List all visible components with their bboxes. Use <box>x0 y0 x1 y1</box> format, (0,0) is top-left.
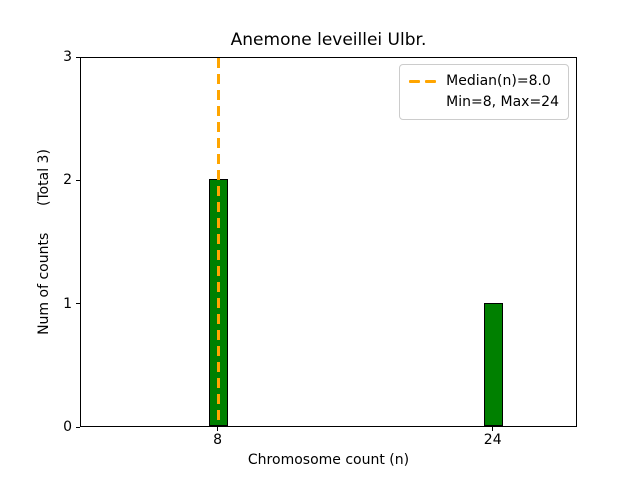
legend: Median(n)=8.0 Min=8, Max=24 <box>399 64 569 120</box>
y-tick-label: 3 <box>63 49 72 65</box>
chart-title: Anemone leveillei Ulbr. <box>230 30 427 50</box>
median-line <box>217 58 220 426</box>
x-tick-mark <box>492 427 494 431</box>
x-tick-mark <box>217 427 219 431</box>
x-tick-label: 8 <box>213 432 223 448</box>
y-tick-label: 2 <box>63 172 72 189</box>
y-tick-label: 0 <box>63 419 72 435</box>
legend-entry-minmax: Min=8, Max=24 <box>446 94 559 110</box>
y-tick-mark <box>76 56 80 58</box>
y-tick-label: 1 <box>63 295 72 312</box>
bar-n24 <box>484 302 504 426</box>
y-tick-mark <box>76 179 80 181</box>
y-tick-mark <box>76 303 80 305</box>
x-tick-label: 24 <box>483 432 502 448</box>
legend-row-median: Median(n)=8.0 <box>409 71 559 92</box>
plot-area: Median(n)=8.0 Min=8, Max=24 <box>80 57 577 427</box>
dashed-line-icon <box>409 80 437 83</box>
legend-entry-median: Median(n)=8.0 <box>446 73 551 89</box>
y-tick-mark <box>76 426 80 428</box>
legend-row-minmax: Min=8, Max=24 <box>409 92 559 113</box>
x-axis-label: Chromosome count (n) <box>247 452 410 468</box>
